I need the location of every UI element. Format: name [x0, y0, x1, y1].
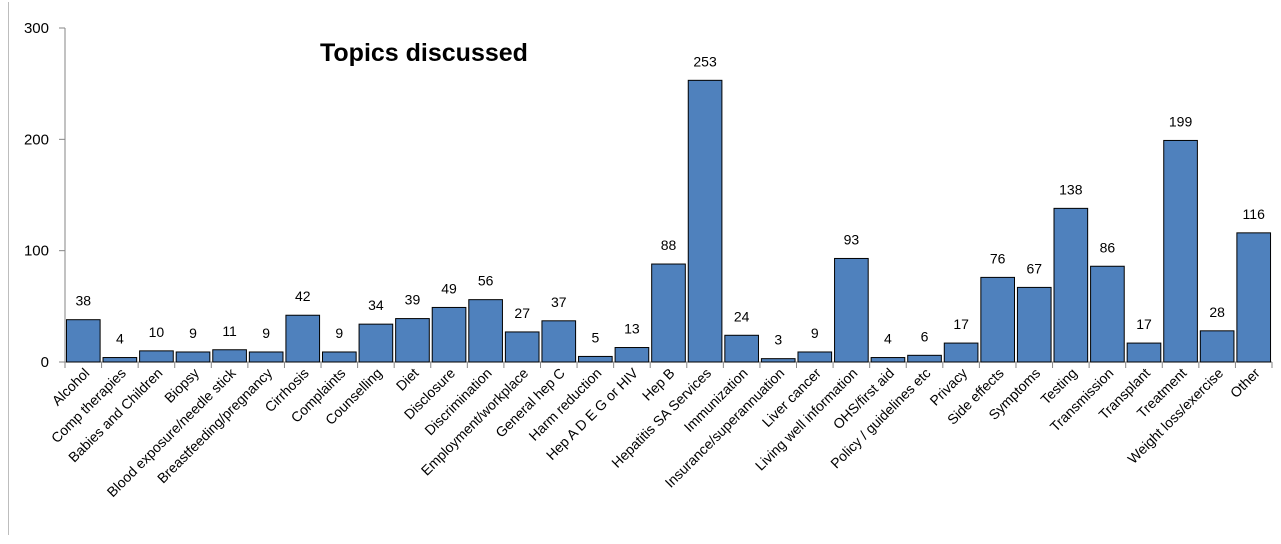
data-label: 10: [149, 324, 165, 340]
bar: [1090, 265, 1125, 363]
bar: [468, 299, 503, 363]
bar: [358, 323, 394, 363]
bar: [614, 347, 650, 363]
data-label: 9: [262, 325, 270, 341]
bar: [943, 342, 979, 363]
data-label: 9: [335, 325, 343, 341]
y-tick-label: 300: [24, 20, 49, 37]
data-label: 38: [75, 293, 91, 309]
data-label: 199: [1169, 113, 1193, 129]
data-label: 34: [368, 297, 384, 313]
data-label: 42: [295, 288, 311, 304]
bar: [431, 306, 467, 363]
chart-title: Topics discussed: [320, 39, 528, 67]
data-label: 4: [884, 331, 892, 347]
bar: [1236, 232, 1272, 363]
data-label: 138: [1059, 181, 1083, 197]
data-label: 4: [116, 331, 124, 347]
data-label: 27: [514, 305, 530, 321]
bar: [980, 276, 1016, 363]
bar: [1016, 286, 1052, 363]
data-label: 17: [953, 316, 969, 332]
bar: [102, 357, 138, 363]
y-tick-label: 100: [24, 243, 49, 260]
data-label: 9: [811, 325, 819, 341]
data-label: 28: [1209, 304, 1225, 320]
bar: [760, 358, 796, 363]
bar: [687, 79, 723, 363]
data-label: 253: [693, 53, 717, 69]
bar: [175, 351, 211, 363]
bar: [1126, 342, 1162, 363]
bar: [651, 263, 686, 363]
category-label: Other: [1227, 365, 1263, 401]
data-label: 76: [990, 250, 1006, 266]
data-label: 11: [222, 323, 237, 339]
bar: [285, 314, 321, 363]
data-label: 67: [1026, 260, 1042, 276]
bar: [834, 257, 869, 363]
data-label: 88: [661, 237, 677, 253]
data-label: 3: [774, 332, 782, 348]
data-label: 49: [441, 280, 457, 296]
data-label: 24: [734, 308, 750, 324]
data-label: 56: [478, 273, 494, 289]
bar: [870, 357, 906, 363]
data-label: 13: [624, 321, 640, 337]
bar: [1199, 330, 1235, 363]
bar: [1053, 207, 1089, 363]
data-label: 93: [844, 231, 860, 247]
bar: [541, 320, 577, 363]
bar: [321, 351, 357, 363]
category-label: Diet: [393, 365, 422, 394]
bar: [797, 351, 833, 363]
data-label: 86: [1100, 239, 1116, 255]
bars: [65, 79, 1272, 363]
frame-border: [8, 2, 9, 535]
data-label: 37: [551, 294, 567, 310]
data-label: 6: [921, 328, 929, 344]
bar: [139, 350, 174, 363]
bar: [1163, 139, 1198, 363]
bar: [578, 355, 613, 363]
bar: [504, 331, 540, 363]
bar: [907, 354, 942, 363]
y-ticks: 0 100 200 300: [24, 20, 65, 371]
bar: [248, 351, 284, 363]
bar: [65, 319, 101, 363]
bar: [724, 334, 759, 363]
y-tick-label: 200: [24, 131, 49, 148]
bar: [212, 349, 247, 363]
data-label: 9: [189, 325, 197, 341]
data-label: 17: [1136, 316, 1152, 332]
bar: [395, 318, 430, 363]
data-label: 5: [591, 329, 599, 345]
data-label: 39: [405, 292, 421, 308]
data-label: 116: [1243, 206, 1266, 222]
y-tick-label: 0: [41, 354, 49, 371]
